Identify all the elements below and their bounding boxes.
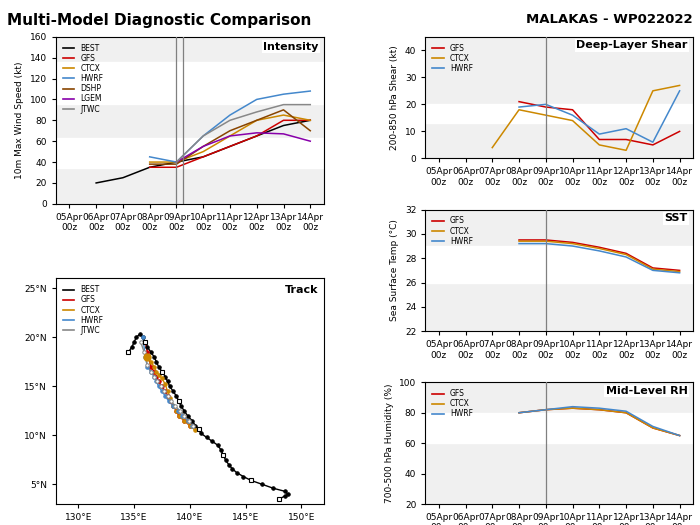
Y-axis label: 10m Max Wind Speed (kt): 10m Max Wind Speed (kt) — [15, 61, 24, 179]
Bar — [426, 413, 693, 443]
Y-axis label: 200-850 hPa Shear (kt): 200-850 hPa Shear (kt) — [391, 45, 399, 150]
Text: Mid-Level RH: Mid-Level RH — [606, 386, 687, 396]
Text: Deep-Layer Shear: Deep-Layer Shear — [576, 40, 687, 50]
Text: Track: Track — [285, 285, 318, 295]
Text: MALAKAS - WP022022: MALAKAS - WP022022 — [526, 13, 693, 26]
Legend: GFS, CTCX, HWRF: GFS, CTCX, HWRF — [429, 40, 476, 76]
Y-axis label: 700-500 hPa Humidity (%): 700-500 hPa Humidity (%) — [384, 383, 393, 503]
Text: Multi-Model Diagnostic Comparison: Multi-Model Diagnostic Comparison — [7, 13, 312, 28]
Bar — [56, 62, 323, 103]
Legend: BEST, GFS, CTCX, HWRF, JTWC: BEST, GFS, CTCX, HWRF, JTWC — [60, 282, 106, 338]
Bar — [56, 138, 323, 169]
Bar — [426, 246, 693, 282]
Legend: GFS, CTCX, HWRF: GFS, CTCX, HWRF — [429, 213, 476, 249]
Legend: GFS, CTCX, HWRF: GFS, CTCX, HWRF — [429, 386, 476, 422]
Text: Intensity: Intensity — [263, 42, 318, 52]
Text: SST: SST — [664, 213, 687, 223]
Legend: BEST, GFS, CTCX, HWRF, DSHP, LGEM, JTWC: BEST, GFS, CTCX, HWRF, DSHP, LGEM, JTWC — [60, 40, 106, 117]
Bar — [426, 104, 693, 123]
Y-axis label: Sea Surface Temp (°C): Sea Surface Temp (°C) — [391, 219, 399, 321]
